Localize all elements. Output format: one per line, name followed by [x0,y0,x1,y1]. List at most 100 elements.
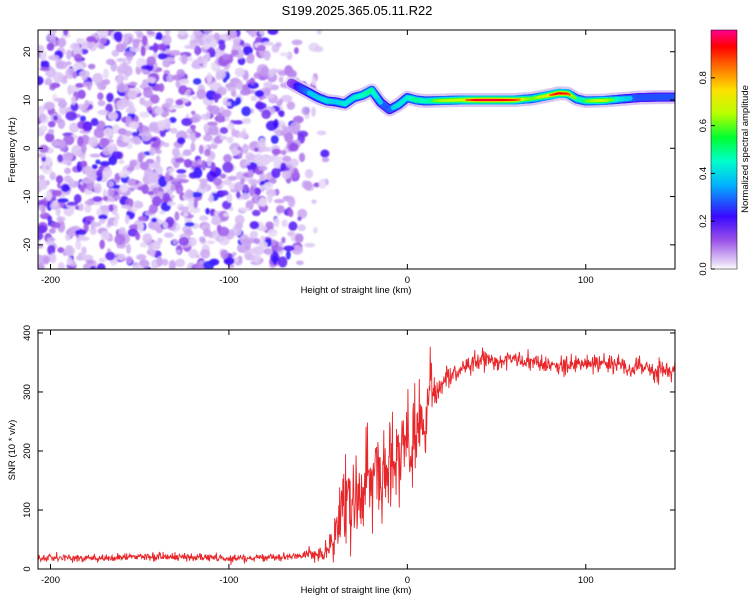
noise-blob [175,183,184,195]
noise-blob [164,48,171,54]
noise-blob [150,251,155,258]
noise-blob [103,127,114,138]
noise-blob [261,109,271,119]
noise-blob [148,203,158,214]
noise-blob [114,234,126,246]
noise-blob [49,252,57,264]
noise-blob [298,152,306,163]
noise-blob [258,137,266,148]
noise-blob [95,159,101,165]
noise-blob [196,88,207,100]
noise-blob [126,243,131,255]
colorbar-tick-label: 0.6 [698,119,709,132]
noise-blob [90,221,102,228]
noise-blob [49,83,58,88]
noise-blob [122,136,132,144]
noise-blob [164,30,171,35]
noise-blob [249,77,256,86]
noise-blob [209,38,218,48]
noise-blob [198,144,204,155]
noise-blob [141,184,149,195]
noise-blob [263,50,271,61]
noise-blob [96,263,106,269]
spectrogram-ridge [284,76,675,117]
noise-blob [82,81,93,87]
noise-blob [217,226,230,237]
noise-blob [242,184,248,193]
noise-blob [139,84,146,89]
noise-blob [236,191,241,199]
noise-blob [193,198,198,209]
noise-blob [263,81,273,88]
noise-blob [183,158,193,168]
noise-blob [212,93,222,100]
noise-blob [297,130,309,138]
noise-blob [38,187,42,193]
noise-blob [281,236,286,244]
noise-blob [172,74,181,81]
noise-blob [218,41,226,51]
noise-blob [62,151,74,161]
noise-blob [245,152,255,162]
chart-title: S199.2025.365.05.11.R22 [282,3,433,18]
noise-blob [248,178,258,185]
noise-blob [199,215,209,222]
noise-blob [237,255,243,264]
noise-blob [190,34,196,41]
spectrogram-y-tick-label: 20 [22,46,33,57]
noise-blob [73,53,83,63]
noise-blob [44,132,55,143]
noise-blob [203,228,212,237]
noise-blob [102,167,113,179]
noise-blob [78,236,90,241]
noise-blob [140,45,146,57]
noise-blob [178,206,190,212]
noise-blob [197,159,203,166]
noise-blob [192,78,202,85]
noise-blob [57,198,69,203]
noise-blob [79,115,86,122]
noise-blob [253,72,262,79]
noise-blob [170,194,175,199]
noise-blob [38,225,47,234]
noise-blob [240,192,250,200]
spectrogram-frame [37,29,676,270]
spectrogram-y-tick-label: -20 [22,238,33,252]
noise-blob [253,238,261,245]
snr-y-tick-label: 300 [22,384,33,400]
noise-blob [126,166,135,172]
noise-blob [283,126,294,134]
noise-blob [242,45,253,56]
noise-blob [65,67,75,80]
noise-blob [251,209,261,217]
noise-blob [38,231,44,241]
noise-blob [288,196,296,208]
noise-blob [226,86,237,92]
noise-blob [50,221,61,229]
noise-blob [280,162,287,171]
noise-blob [206,240,215,245]
noise-blob [275,205,285,214]
noise-blob [86,172,99,180]
noise-blob [208,105,220,115]
noise-blob [125,115,132,125]
noise-blob [209,33,215,41]
noise-blob [205,111,211,120]
noise-blob [92,72,104,84]
noise-blob [203,30,213,34]
noise-blob [84,99,90,108]
noise-blob [142,233,153,244]
noise-blob [223,212,230,217]
noise-blob [99,37,107,45]
noise-blob [160,110,170,117]
noise-blob [286,101,296,110]
noise-blob [81,43,89,50]
noise-blob [176,173,187,179]
noise-blob [169,127,178,134]
noise-blob [173,161,180,169]
noise-blob [184,222,195,227]
noise-blob [44,165,51,170]
snr-x-axis-label: Height of straight line (km) [301,585,412,596]
noise-blob [51,139,62,147]
noise-blob [84,165,93,174]
